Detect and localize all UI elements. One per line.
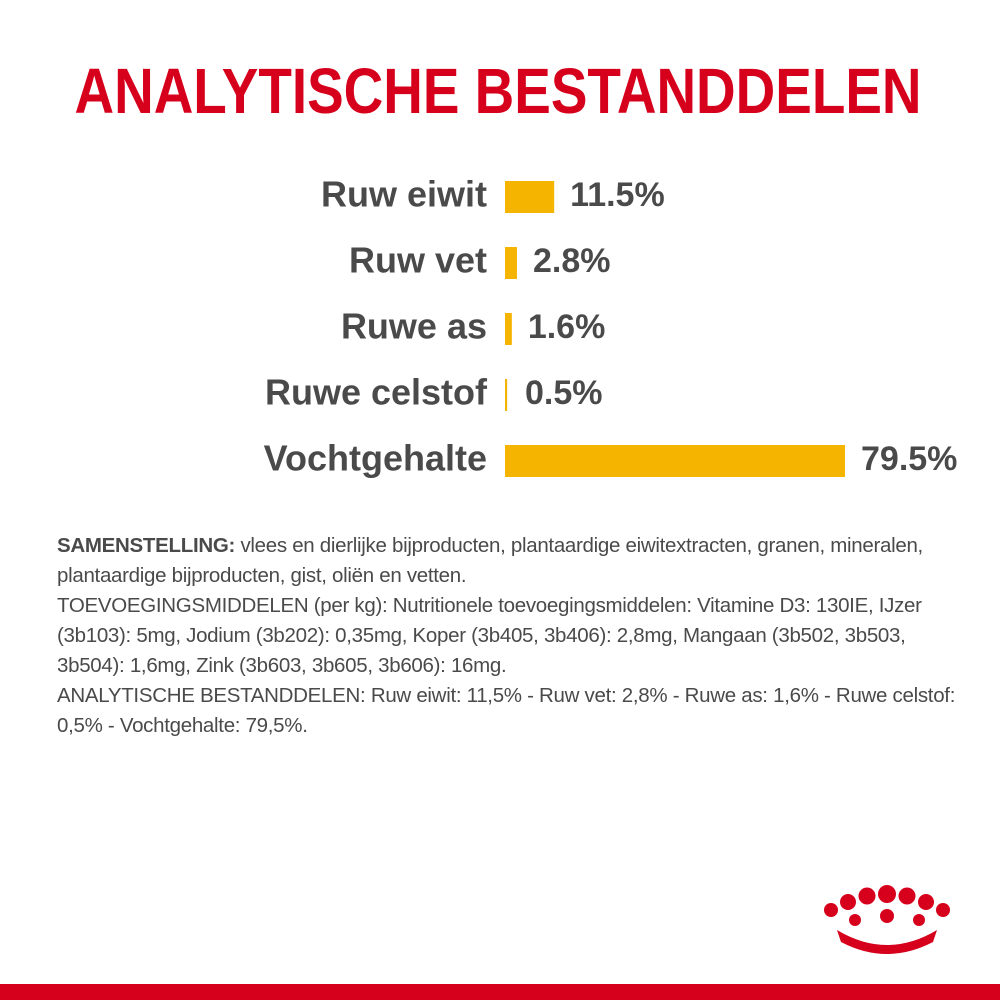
- bar: [505, 313, 512, 345]
- analysis-paragraph: ANALYTISCHE BESTANDDELEN: Ruw eiwit: 11,…: [57, 684, 956, 737]
- composition: SAMENSTELLING: vlees en dierlijke bijpro…: [57, 531, 957, 741]
- footer-bar: [0, 984, 1000, 1000]
- chart-title: ANALYTISCHE BESTANDDELEN: [75, 55, 922, 127]
- bar: [505, 181, 555, 213]
- bar: [505, 247, 517, 279]
- chart: ANALYTISCHE BESTANDDELEN Ruw eiwit 11.5% R…: [75, 55, 958, 479]
- composition-label: SAMENSTELLING:: [57, 534, 236, 557]
- composition-paragraph: SAMENSTELLING: vlees en dierlijke bijpro…: [57, 531, 957, 591]
- bar: [505, 445, 845, 477]
- brand-logo: [824, 885, 950, 954]
- category-label: Vochtgehalte: [264, 438, 487, 479]
- category-label: Ruwe as: [341, 306, 487, 347]
- bar: [505, 379, 508, 411]
- additives-paragraph: TOEVOEGINGSMIDDELEN (per kg): Nutritione…: [57, 594, 922, 677]
- value-label: 2.8%: [533, 242, 611, 280]
- value-label: 11.5%: [570, 176, 665, 214]
- category-label: Ruw eiwit: [321, 174, 487, 215]
- category-label: Ruwe celstof: [265, 372, 488, 413]
- value-label: 1.6%: [528, 308, 606, 346]
- composition-text: vlees en dierlijke bijproducten, plantaa…: [57, 534, 923, 587]
- value-label: 79.5%: [861, 440, 957, 478]
- value-label: 0.5%: [525, 374, 603, 412]
- category-label: Ruw vet: [349, 240, 487, 281]
